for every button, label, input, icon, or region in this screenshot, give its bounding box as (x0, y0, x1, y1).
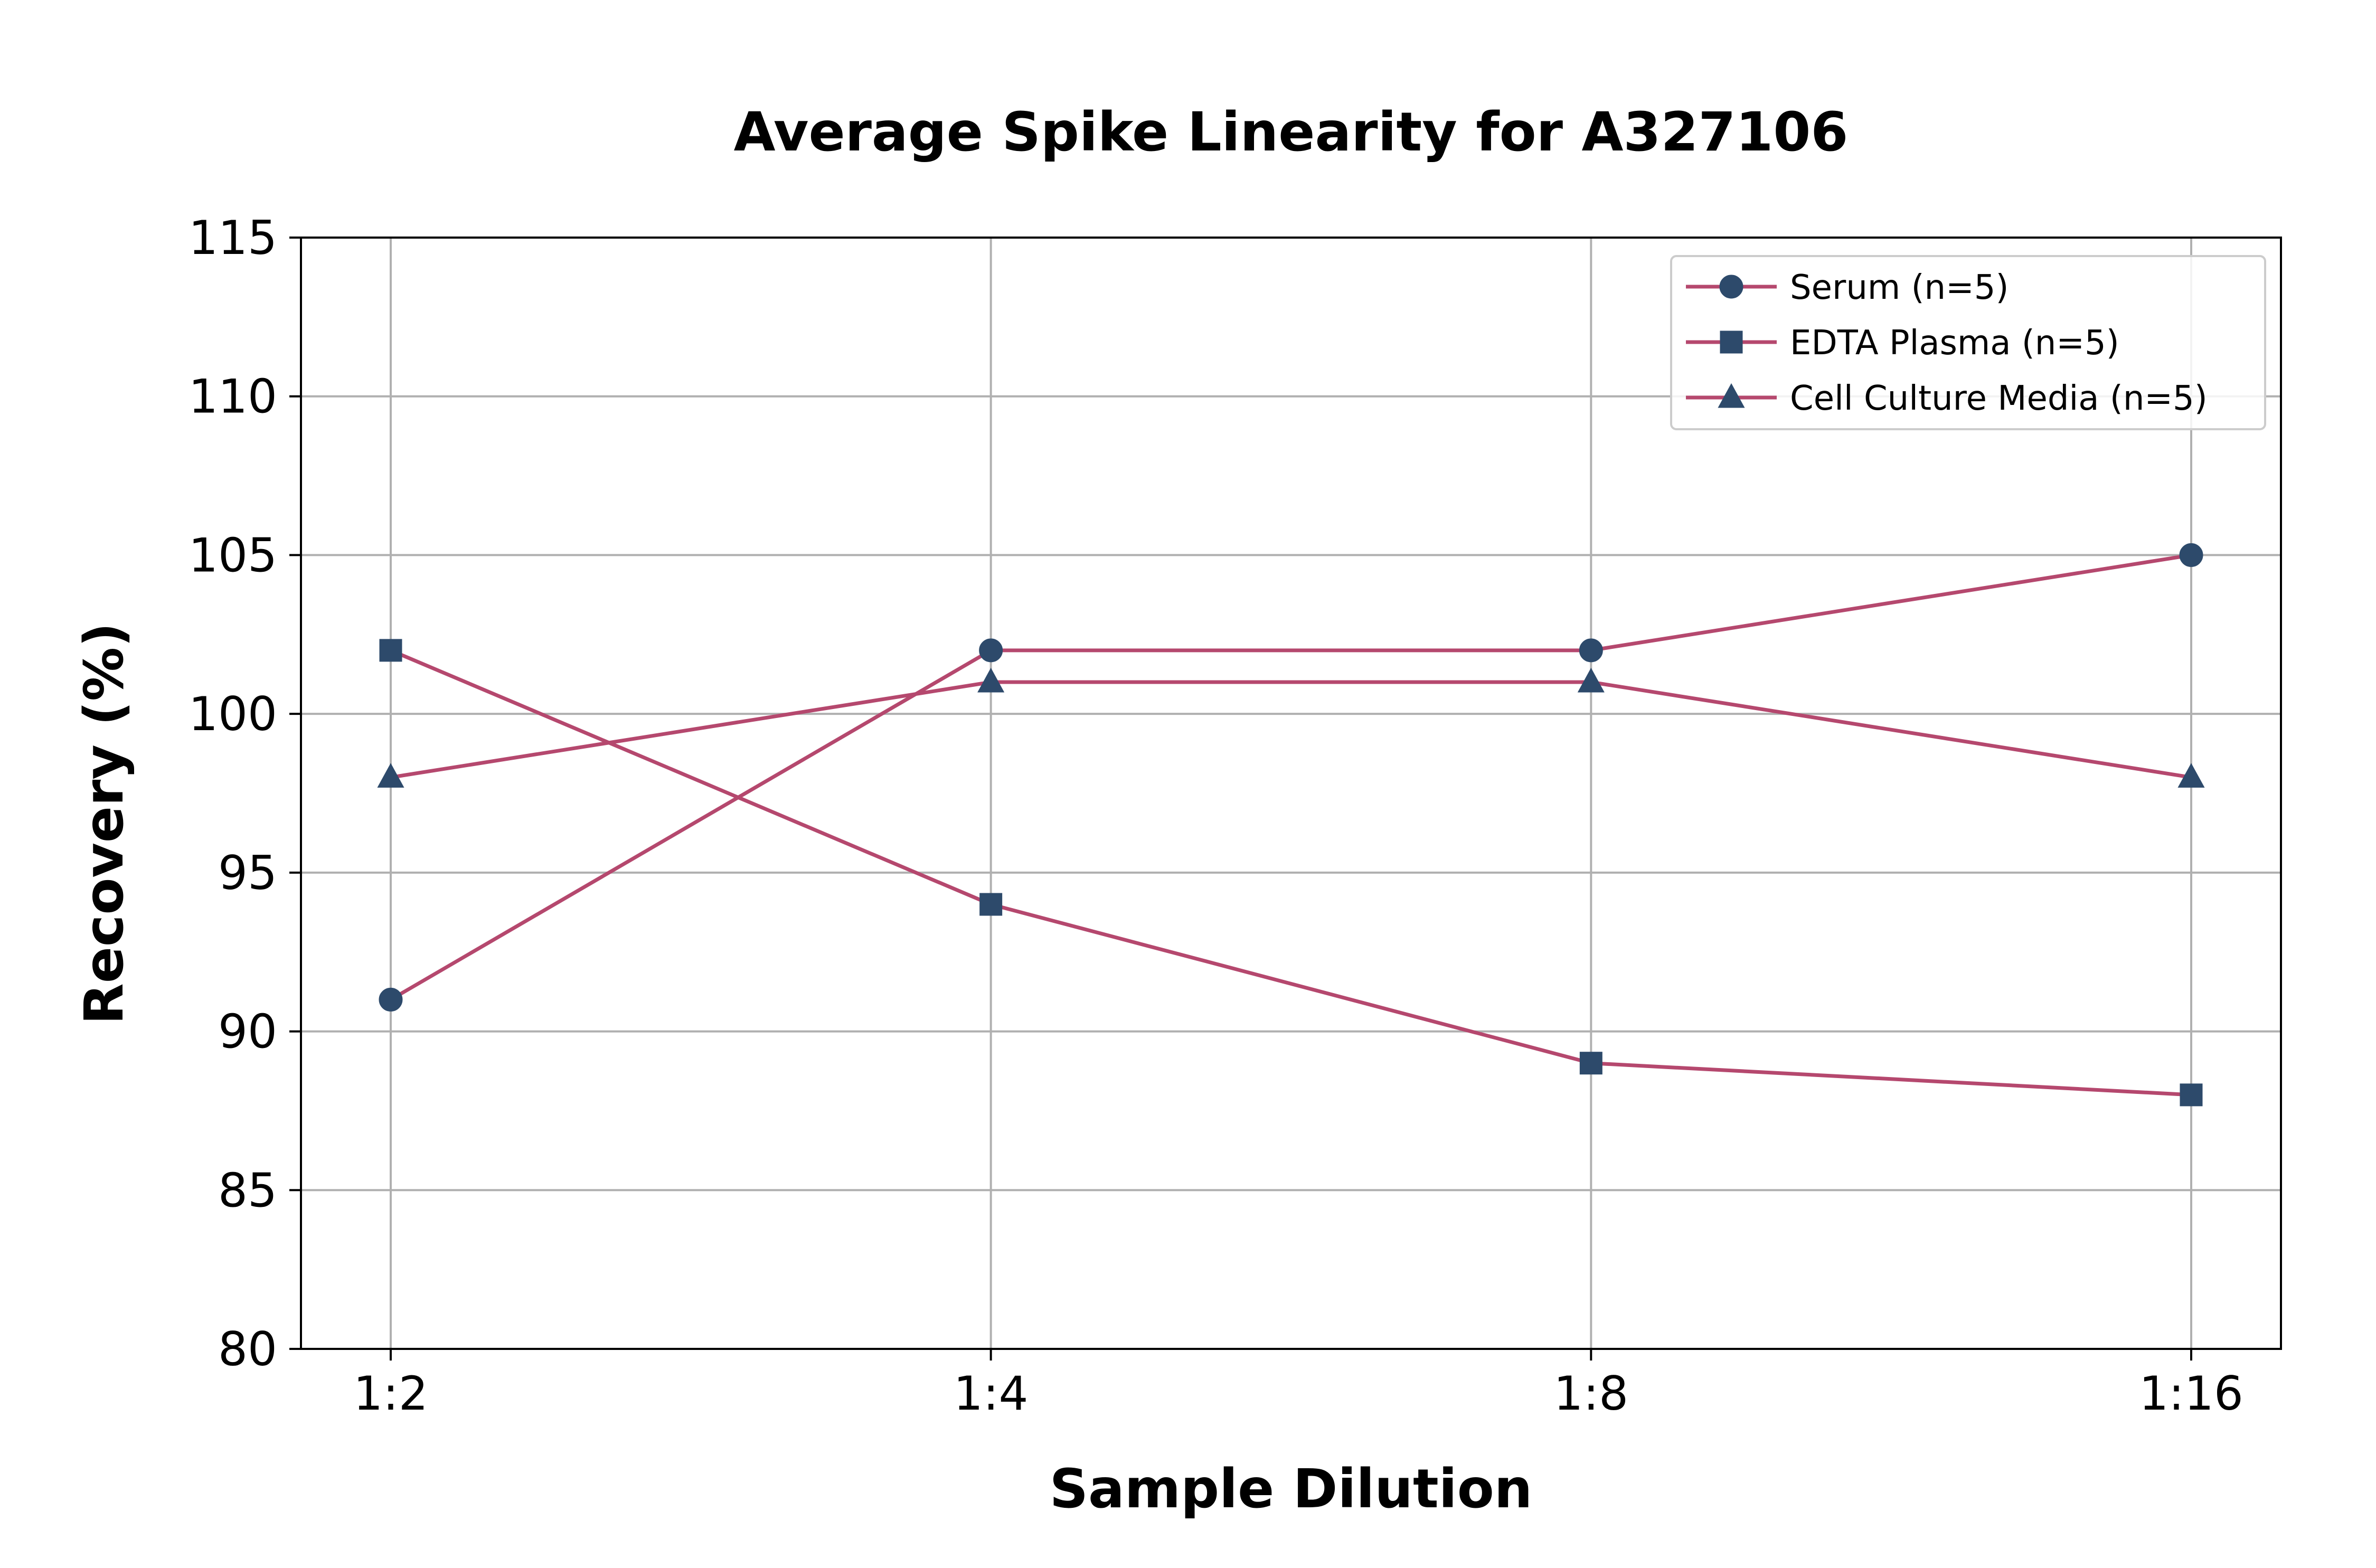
legend-label: Serum (n=5) (1790, 268, 2009, 307)
legend-marker (1719, 275, 1743, 299)
series-line (390, 648, 2192, 1097)
series-line (390, 680, 2192, 779)
x-tick-label: 1:8 (1554, 1366, 1629, 1421)
x-axis-ticks: 1:2 1:4 1:8 1:16 (353, 1349, 2243, 1421)
y-axis-ticks: 80 85 90 95 100 105 110 115 (188, 211, 301, 1376)
data-point (2180, 1083, 2203, 1107)
series-line (390, 553, 2192, 1002)
data-point (379, 639, 402, 662)
chart-title: Average Spike Linearity for A327106 (734, 101, 1849, 164)
y-tick-label: 90 (218, 1005, 277, 1059)
legend-marker (1718, 383, 1745, 408)
series-3 (377, 667, 2205, 788)
plot-area-frame (300, 237, 2282, 1350)
x-tick-label: 1:2 (353, 1366, 428, 1421)
data-point (1579, 638, 1603, 663)
data-point (1579, 1052, 1602, 1075)
y-tick-label: 100 (188, 687, 277, 741)
data-point (1577, 667, 1605, 693)
x-axis-label: Sample Dilution (1050, 1458, 1533, 1520)
data-point (377, 763, 404, 788)
data-point (979, 893, 1003, 916)
series-layer (377, 543, 2205, 1107)
y-tick-label: 105 (188, 528, 277, 582)
y-tick-label: 95 (218, 846, 277, 900)
data-point (379, 987, 403, 1012)
y-tick-label: 115 (188, 211, 277, 265)
y-axis-label: Recovery (%) (73, 622, 136, 1025)
legend-entry: Cell Culture Media (n=5) (1686, 379, 2208, 418)
legend-entry: Serum (n=5) (1686, 268, 2009, 307)
legend-box (1670, 255, 2266, 430)
x-tick-label: 1:16 (2139, 1366, 2243, 1421)
data-point (2177, 763, 2205, 788)
data-point (2179, 543, 2203, 567)
legend-entry: EDTA Plasma (n=5) (1686, 324, 2119, 363)
x-tick-label: 1:4 (954, 1366, 1029, 1421)
legend-marker (1720, 330, 1743, 354)
y-tick-label: 110 (188, 370, 277, 424)
legend-label: EDTA Plasma (n=5) (1790, 324, 2119, 363)
legend-label: Cell Culture Media (n=5) (1790, 379, 2208, 418)
y-tick-label: 80 (218, 1322, 277, 1376)
data-point (977, 667, 1005, 693)
data-point (979, 638, 1003, 663)
legend: Serum (n=5) EDTA Plasma (n=5) Cell Culture… (1670, 255, 2266, 430)
series-2 (379, 639, 2203, 1107)
y-tick-label: 85 (218, 1163, 277, 1217)
series-1 (379, 543, 2203, 1012)
